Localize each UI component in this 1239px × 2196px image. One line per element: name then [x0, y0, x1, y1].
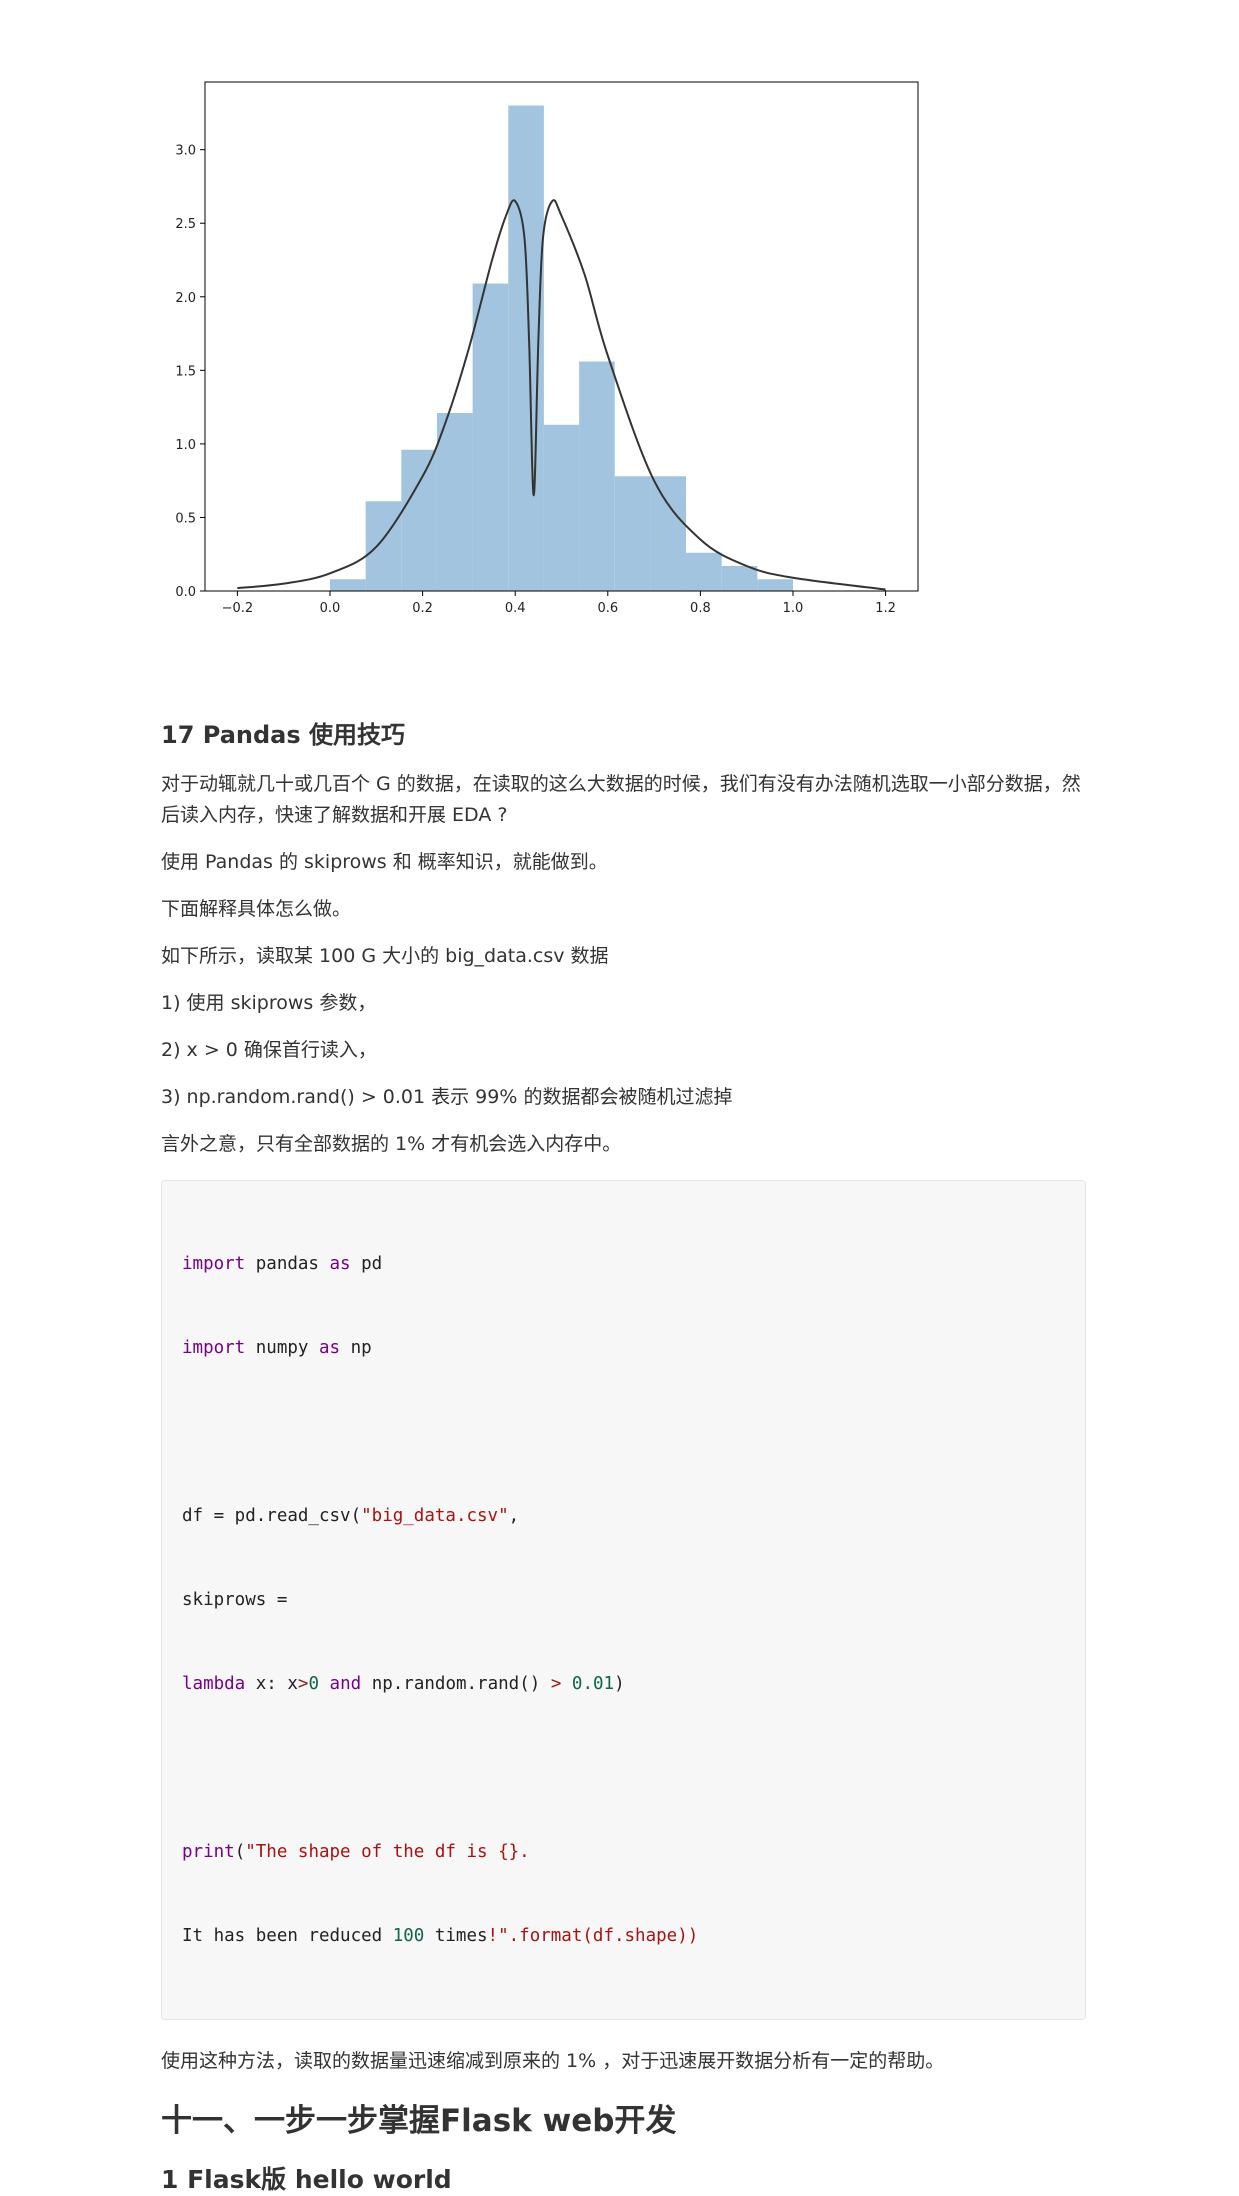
y-axis: 0.0 0.5 1.0 1.5 2.0 2.5 3.0: [175, 144, 205, 600]
histogram-bar: [721, 565, 758, 591]
code-token: [319, 1674, 330, 1694]
density-curve: [237, 199, 886, 591]
code-token: >: [550, 1674, 562, 1695]
code-token: !".format(df.shape)): [487, 1926, 699, 1947]
histogram-bar: [686, 552, 722, 591]
y-tick-label: 3.0: [175, 144, 196, 159]
code-token: ,: [508, 1506, 520, 1527]
x-tick-label: 0.6: [597, 601, 618, 616]
x-tick-label: 0.4: [505, 601, 526, 616]
x-tick-label: 0.0: [320, 601, 341, 616]
code-token: as: [329, 1254, 351, 1275]
code-token: pd: [350, 1254, 383, 1275]
paragraph-skiprows: 使用 Pandas 的 skiprows 和 概率知识，就能做到。: [161, 851, 608, 874]
density-curve-layer: [237, 199, 886, 591]
y-tick-label: 0.0: [175, 585, 196, 600]
histogram-bar: [401, 449, 437, 591]
histogram-bar: [650, 476, 687, 591]
code-token: [561, 1674, 572, 1694]
code-token: pandas: [245, 1254, 330, 1275]
x-tick-label: 0.2: [412, 601, 433, 616]
code-token: np: [340, 1338, 372, 1359]
histogram-bar: [757, 579, 793, 591]
code-line: import numpy as np: [182, 1334, 1065, 1362]
y-tick-label: 2.0: [175, 291, 196, 306]
code-token: numpy: [245, 1338, 319, 1359]
code-token: (: [234, 1842, 246, 1863]
paragraph-conclusion: 使用这种方法，读取的数据量迅速缩减到原来的 1% ，对于迅速展开数据分析有一定的…: [161, 2050, 945, 2073]
code-block[interactable]: import pandas as pd import numpy as np d…: [161, 1180, 1086, 2021]
y-tick-label: 2.5: [175, 217, 196, 232]
histogram-bar: [472, 283, 509, 591]
x-tick-label: −0.2: [222, 601, 254, 616]
x-tick-label: 0.8: [690, 601, 711, 616]
code-token: It has been reduced: [182, 1926, 393, 1947]
x-tick-label: 1.0: [783, 601, 804, 616]
code-token: times: [424, 1926, 488, 1947]
paragraph-intro: 对于动辄就几十或几百个 G 的数据，在读取的这么大数据的时候，我们有没有办法随机…: [161, 773, 1081, 827]
section-11-heading: 十一、一步一步掌握Flask web开发: [161, 2103, 677, 2140]
flask-hello-world-heading: 1 Flask版 hello world: [161, 2165, 452, 2195]
histogram-bars: [330, 105, 793, 591]
code-token: 0: [308, 1674, 319, 1695]
step-1: 1) 使用 skiprows 参数，: [161, 992, 377, 1015]
section-17-heading: 17 Pandas 使用技巧: [161, 721, 405, 749]
code-token: lambda: [182, 1674, 246, 1695]
code-token: skiprows =: [182, 1590, 288, 1611]
histogram-bar: [436, 412, 473, 591]
code-line: df = pd.read_csv("big_data.csv",: [182, 1502, 1065, 1530]
code-token: >: [297, 1674, 309, 1695]
code-token: import: [182, 1338, 246, 1359]
y-tick-label: 1.5: [175, 364, 196, 379]
histogram-bar: [543, 424, 580, 591]
histogram-bar: [330, 579, 366, 591]
code-token: ): [614, 1674, 625, 1695]
x-tick-label: 1.2: [875, 601, 896, 616]
code-token: "big_data.csv": [361, 1506, 509, 1527]
code-line: lambda x: x>0 and np.random.rand() > 0.0…: [182, 1670, 1065, 1698]
histogram-bar: [614, 476, 651, 591]
code-token: x: x: [245, 1674, 298, 1695]
histogram-chart: −0.2 0.0 0.2 0.4 0.6 0.8 1.0 1.2 0.0 0.5 1.0 1.5 2.…: [175, 81, 919, 616]
x-axis: −0.2 0.0 0.2 0.4 0.6 0.8 1.0 1.2: [222, 591, 896, 616]
paragraph-example: 如下所示，读取某 100 G 大小的 big_data.csv 数据: [161, 945, 609, 968]
article-content: 17 Pandas 使用技巧 对于动辄就几十或几百个 G 的数据，在读取的这么大…: [161, 720, 1086, 2196]
paragraph-implication: 言外之意，只有全部数据的 1% 才有机会选入内存中。: [161, 1133, 622, 1156]
paragraph-explain: 下面解释具体怎么做。: [161, 898, 352, 921]
step-3: 3) np.random.rand() > 0.01 表示 99% 的数据都会被…: [161, 1086, 733, 1109]
code-token: df = pd.read_csv(: [182, 1506, 362, 1527]
code-line: [182, 1754, 1065, 1782]
y-tick-label: 0.5: [175, 511, 196, 526]
code-token: print: [182, 1842, 235, 1863]
code-token: import: [182, 1254, 246, 1275]
code-line: It has been reduced 100 times!".format(d…: [182, 1922, 1065, 1950]
step-2: 2) x > 0 确保首行读入，: [161, 1039, 377, 1062]
code-token: 100: [392, 1926, 425, 1947]
code-line: import pandas as pd: [182, 1250, 1065, 1278]
code-line: skiprows =: [182, 1586, 1065, 1614]
code-token: 0.01: [571, 1674, 615, 1695]
code-token: np.random.rand(): [361, 1674, 551, 1695]
plot-frame: [204, 81, 919, 592]
code-token: "The shape of the df is {}.: [245, 1842, 530, 1863]
code-token: and: [329, 1674, 362, 1695]
code-token: as: [318, 1338, 341, 1359]
code-line: [182, 1418, 1065, 1446]
histogram-bar: [365, 501, 402, 591]
code-line: print("The shape of the df is {}.: [182, 1838, 1065, 1866]
y-tick-label: 1.0: [175, 438, 196, 453]
histogram-bar: [579, 361, 615, 591]
